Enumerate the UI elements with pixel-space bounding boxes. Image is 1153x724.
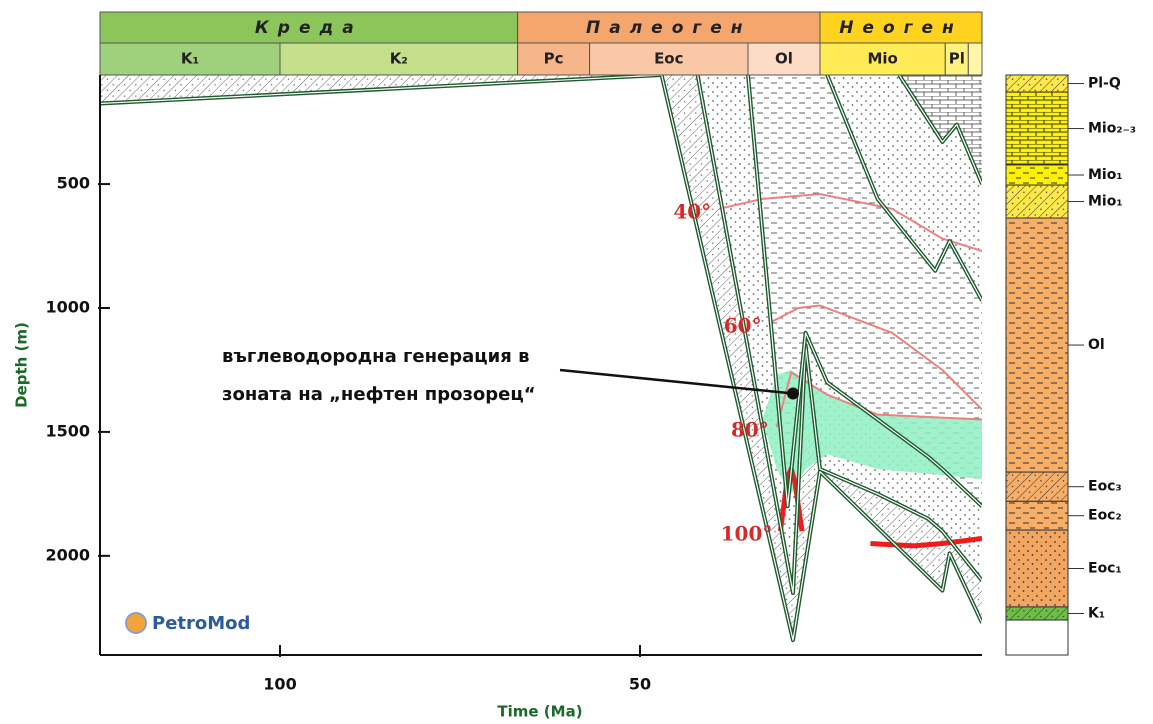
x-axis-label: Time (Ma) bbox=[497, 703, 582, 721]
column-layer bbox=[1006, 620, 1068, 655]
isotherm-label: 80° bbox=[731, 417, 769, 441]
column-label: Mio₂₋₃ bbox=[1088, 121, 1136, 137]
epoch-label: Pl bbox=[949, 50, 965, 68]
epoch-label: Ol bbox=[775, 50, 793, 68]
y-tick-label: 1500 bbox=[45, 421, 90, 440]
epoch-label: K₁ bbox=[181, 50, 199, 68]
column-pattern bbox=[1006, 607, 1068, 620]
logo-icon bbox=[126, 613, 146, 633]
column-label: Ol bbox=[1088, 337, 1105, 353]
column-pattern bbox=[1006, 472, 1068, 501]
x-tick-label: 50 bbox=[629, 675, 651, 694]
period-label: Креда bbox=[255, 18, 363, 38]
epoch-band bbox=[968, 43, 982, 75]
epoch-label: K₂ bbox=[390, 50, 408, 68]
isotherm-label: 60° bbox=[724, 313, 762, 337]
annotation-text: зоната на „нефтен прозорец“ bbox=[222, 384, 536, 405]
epoch-label: Mio bbox=[867, 50, 897, 68]
column-pattern bbox=[1006, 501, 1068, 530]
epoch-label: Eoc bbox=[654, 50, 683, 68]
annotation-point bbox=[787, 388, 799, 400]
y-tick-label: 1000 bbox=[45, 297, 90, 316]
column-pattern bbox=[1006, 185, 1068, 218]
period-label: Палеоген bbox=[586, 18, 752, 38]
column-pattern bbox=[1006, 165, 1068, 185]
column-label: Mio₁ bbox=[1088, 194, 1122, 210]
column-label: Mio₁ bbox=[1088, 167, 1122, 183]
column-pattern bbox=[1006, 92, 1068, 165]
isotherm-label: 100° bbox=[721, 522, 773, 546]
column-label: K₁ bbox=[1088, 605, 1105, 621]
epoch-label: Pc bbox=[544, 50, 564, 68]
column-pattern bbox=[1006, 218, 1068, 472]
logo-text: PetroMod bbox=[152, 613, 250, 634]
column-label: Eoc₂ bbox=[1088, 508, 1122, 524]
column-label: Pl-Q bbox=[1088, 76, 1121, 92]
y-tick-label: 2000 bbox=[45, 545, 90, 564]
isotherm-label: 40° bbox=[673, 199, 711, 223]
annotation-text: въглеводородна генерация в bbox=[222, 346, 529, 367]
y-tick-label: 500 bbox=[57, 174, 90, 193]
x-tick-label: 100 bbox=[263, 675, 296, 694]
column-label: Eoc₁ bbox=[1088, 560, 1122, 576]
column-label: Eoc₃ bbox=[1088, 479, 1122, 495]
y-axis-label: Depth (m) bbox=[13, 322, 31, 408]
period-label: Неоген bbox=[839, 18, 963, 38]
chart: Креда Палеоген Неоген K₁ K₂ Pc Eoc Ol Mio Pl 40° 60… bbox=[0, 0, 1153, 724]
column-pattern bbox=[1006, 75, 1068, 92]
column-pattern bbox=[1006, 530, 1068, 607]
